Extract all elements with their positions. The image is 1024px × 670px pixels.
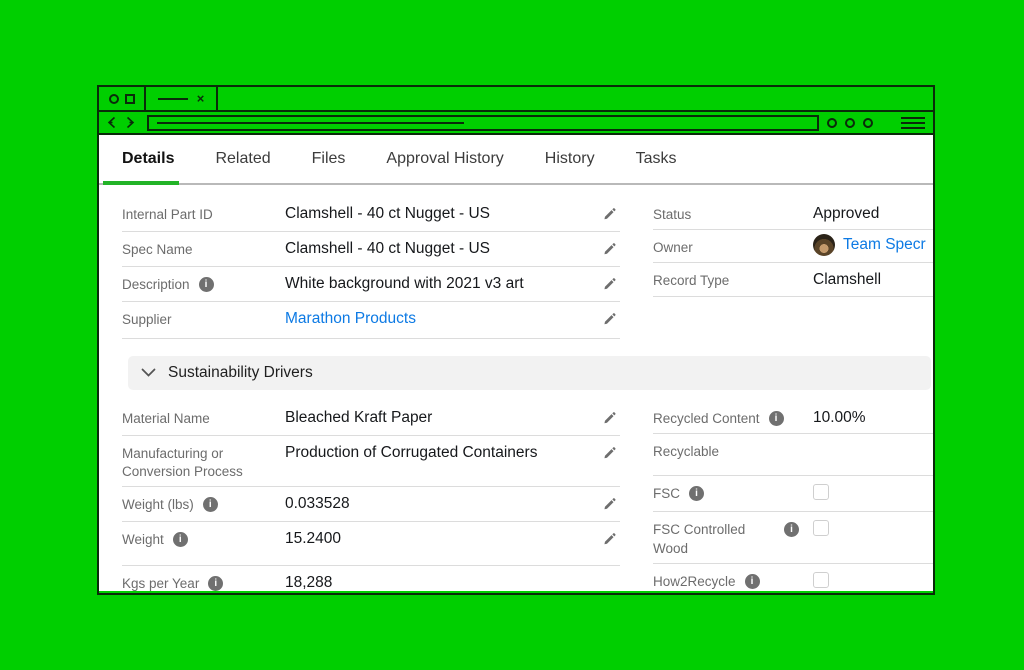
- field-label: Weight: [122, 532, 164, 548]
- field-value: 15.2400: [285, 530, 342, 548]
- field-row-weight: Weight i 15.2400: [122, 522, 620, 567]
- forward-icon[interactable]: [122, 115, 137, 130]
- chevron-down-icon[interactable]: [141, 368, 156, 378]
- browser-tab[interactable]: ×: [146, 87, 218, 110]
- tab-history[interactable]: History: [544, 150, 595, 167]
- field-label: Owner: [653, 240, 693, 256]
- tab-title-placeholder: [157, 97, 188, 100]
- field-row-record-type: Record Type Clamshell: [653, 263, 933, 297]
- owner-avatar[interactable]: [813, 234, 835, 257]
- field-label: Material Name: [122, 411, 210, 426]
- tab-files[interactable]: Files: [311, 150, 346, 167]
- info-icon[interactable]: i: [784, 522, 799, 538]
- edit-pencil-icon[interactable]: [602, 446, 616, 465]
- browser-action-buttons: [827, 117, 873, 128]
- field-row-material-name: Material Name Bleached Kraft Paper: [122, 401, 620, 436]
- edit-pencil-icon[interactable]: [602, 312, 616, 331]
- field-label: Status: [653, 207, 692, 222]
- info-icon[interactable]: i: [198, 277, 214, 292]
- menu-icon[interactable]: [901, 116, 925, 129]
- edit-pencil-icon[interactable]: [602, 242, 616, 261]
- browser-toolbar: [99, 112, 933, 135]
- tab-tasks[interactable]: Tasks: [635, 150, 677, 167]
- url-bar[interactable]: [147, 114, 819, 131]
- field-label: Description: [122, 277, 190, 292]
- field-value: Production of Corrugated Containers: [285, 444, 538, 461]
- field-label: Internal Part ID: [122, 207, 213, 222]
- info-icon[interactable]: i: [689, 486, 704, 502]
- field-value: Clamshell - 40 ct Nugget - US: [285, 240, 491, 257]
- field-row-manufacturing-process: Manufacturing or Conversion Process Prod…: [122, 436, 620, 488]
- field-label: Spec Name: [122, 242, 193, 257]
- field-label: FSC Controlled Wood: [653, 522, 746, 556]
- field-row-spec-name: Spec Name Clamshell - 40 ct Nugget - US: [122, 232, 620, 267]
- field-row-how2recycle: How2Recycle i: [653, 564, 933, 591]
- edit-pencil-icon[interactable]: [602, 532, 616, 551]
- field-row-owner: Owner Team Specr: [653, 230, 933, 264]
- field-label: FSC: [653, 486, 680, 502]
- owner-link[interactable]: Team Specr: [843, 236, 926, 254]
- record-detail-page: Details Related Files Approval History H…: [99, 135, 933, 591]
- browser-action-circle-icon[interactable]: [845, 117, 855, 128]
- field-value: 18,288: [285, 574, 333, 591]
- status-value: Approved: [813, 205, 880, 222]
- edit-pencil-icon[interactable]: [602, 497, 616, 516]
- back-icon[interactable]: [105, 115, 120, 130]
- field-label: Kgs per Year: [122, 576, 200, 591]
- field-label: Supplier: [122, 312, 172, 327]
- tab-details[interactable]: Details: [103, 135, 193, 185]
- field-value: Clamshell - 40 ct Nugget - US: [285, 205, 491, 222]
- field-row-fsc-controlled-wood: FSC Controlled Wood i: [653, 512, 933, 564]
- tab-approval-history[interactable]: Approval History: [386, 150, 504, 167]
- field-row-recyclable: Recyclable: [653, 434, 933, 477]
- record-tabbar: Details Related Files Approval History H…: [99, 135, 933, 185]
- edit-pencil-icon[interactable]: [602, 411, 616, 430]
- fsc-checkbox[interactable]: [813, 484, 829, 501]
- field-row-weight-lbs: Weight (lbs) i 0.033528: [122, 487, 620, 523]
- field-label: Weight (lbs): [122, 497, 194, 513]
- url-text-placeholder: [157, 121, 465, 124]
- info-icon[interactable]: i: [768, 411, 784, 426]
- window-controls[interactable]: [99, 87, 146, 110]
- supplier-link[interactable]: Marathon Products: [285, 310, 416, 327]
- field-row-fsc: FSC i: [653, 476, 933, 513]
- browser-window: × Details Related Files Approval History…: [97, 85, 935, 595]
- field-row-recycled-content: Recycled Content i 10.00%: [653, 401, 933, 435]
- field-label: Recycled Content: [653, 411, 760, 426]
- field-row-kgs-per-year: Kgs per Year i 18,288: [122, 566, 620, 591]
- field-value: 10.00%: [813, 409, 866, 426]
- tab-close-icon[interactable]: ×: [196, 91, 205, 106]
- field-label: Manufacturing or Conversion Process: [122, 446, 243, 480]
- browser-titlebar: ×: [99, 87, 933, 112]
- edit-pencil-icon[interactable]: [602, 277, 616, 296]
- how2recycle-checkbox[interactable]: [813, 571, 829, 588]
- fsc-controlled-wood-checkbox[interactable]: [813, 520, 829, 537]
- field-label: Recyclable: [653, 444, 720, 460]
- info-icon[interactable]: i: [172, 532, 188, 548]
- field-row-status: Status Approved: [653, 197, 933, 231]
- field-label: How2Recycle: [653, 573, 736, 589]
- section-sustainability-drivers[interactable]: Sustainability Drivers: [128, 356, 931, 390]
- info-icon[interactable]: i: [202, 497, 218, 513]
- field-value: 0.033528: [285, 495, 350, 513]
- window-circle-icon[interactable]: [108, 93, 119, 104]
- field-value: Bleached Kraft Paper: [285, 409, 433, 426]
- field-row-internal-part-id: Internal Part ID Clamshell - 40 ct Nugge…: [122, 197, 620, 232]
- browser-action-circle-icon[interactable]: [827, 117, 837, 128]
- field-row-description: Description i White background with 2021…: [122, 267, 620, 302]
- details-panel: Internal Part ID Clamshell - 40 ct Nugge…: [99, 197, 933, 591]
- section-title: Sustainability Drivers: [168, 364, 313, 381]
- window-square-icon[interactable]: [124, 93, 135, 104]
- browser-action-circle-icon[interactable]: [863, 117, 873, 128]
- edit-pencil-icon[interactable]: [602, 207, 616, 226]
- field-row-supplier: Supplier Marathon Products: [122, 302, 620, 339]
- info-icon[interactable]: i: [208, 576, 224, 591]
- info-icon[interactable]: i: [744, 573, 760, 589]
- field-label: Record Type: [653, 273, 730, 289]
- tab-related[interactable]: Related: [215, 150, 271, 167]
- field-value: White background with 2021 v3 art: [285, 275, 524, 292]
- field-value: Clamshell: [813, 271, 882, 289]
